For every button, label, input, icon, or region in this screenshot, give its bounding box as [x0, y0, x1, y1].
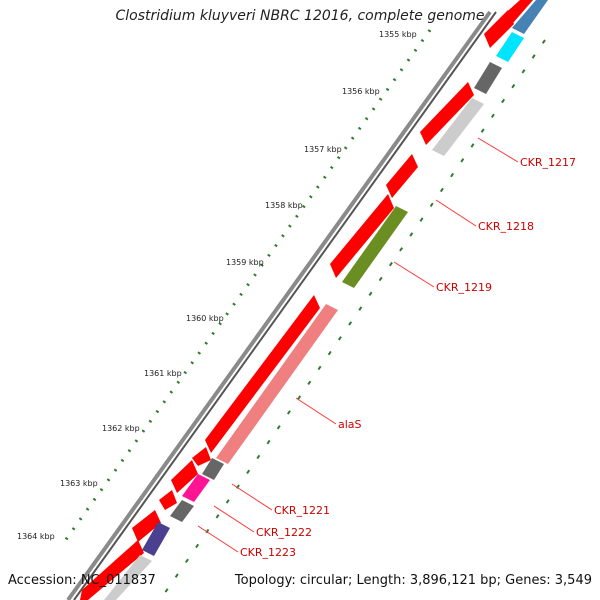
- gene-forward-11: [80, 540, 144, 600]
- gene-cyan: [496, 32, 524, 62]
- scale-label: 1364 kbp: [17, 532, 55, 541]
- gene-forward-6: [205, 295, 320, 453]
- gene-label-CKR_1222: CKR_1222: [256, 526, 312, 539]
- scale-label: 1359 kbp: [226, 258, 264, 267]
- scale-label: 1362 kbp: [102, 424, 140, 433]
- gene-steel: [512, 0, 548, 34]
- gene-forward-2: [484, 10, 514, 48]
- scale-label: 1355 kbp: [379, 30, 417, 39]
- scale-label: 1363 kbp: [60, 479, 98, 488]
- gene-forward-7: [192, 447, 211, 466]
- gene-navy: [142, 522, 170, 556]
- gene-label-alaS: alaS: [338, 418, 362, 431]
- scale-label: 1357 kbp: [304, 145, 342, 154]
- gene-darkgray-1: [474, 62, 502, 94]
- scale-label: 1356 kbp: [342, 87, 380, 96]
- leader-CKR_1218: [435, 199, 477, 227]
- gene-forward-10: [132, 510, 161, 542]
- gene-alaS: [216, 304, 338, 464]
- gene-forward-3: [420, 82, 474, 145]
- gene-label-CKR_1218: CKR_1218: [478, 220, 534, 233]
- gene-forward-4: [386, 154, 418, 198]
- leader-alaS: [295, 397, 337, 425]
- accession-text: Accession: NC_011837: [8, 573, 156, 588]
- gene-label-CKR_1217: CKR_1217: [520, 156, 576, 169]
- scale-label: 1361 kbp: [144, 369, 182, 378]
- forward-genes: [80, 0, 533, 600]
- genome-summary-text: Topology: circular; Length: 3,896,121 bp…: [234, 573, 592, 588]
- gene-gray-2: [104, 555, 152, 600]
- gene-labels: CKR_1217 CKR_1218 CKR_1219 alaS CKR_1221…: [240, 156, 576, 559]
- scale-label: 1360 kbp: [186, 314, 224, 323]
- gene-olive: [342, 206, 408, 288]
- leader-CKR_1221: [231, 483, 273, 511]
- gene-forward-9: [159, 490, 177, 510]
- scale-label: 1358 kbp: [265, 201, 303, 210]
- reverse-genes: [104, 0, 548, 600]
- gene-forward-5: [330, 194, 394, 278]
- gene-darkgray-2: [202, 458, 224, 480]
- gene-forward-8: [171, 460, 198, 493]
- leader-CKR_1223: [197, 525, 239, 553]
- label-leaders: [197, 137, 519, 553]
- gene-label-CKR_1223: CKR_1223: [240, 546, 296, 559]
- map-title: Clostridium kluyveri NBRC 12016, complet…: [115, 8, 485, 24]
- leader-CKR_1222: [213, 505, 255, 533]
- backbone-outer: [66, 10, 492, 600]
- leader-CKR_1217: [477, 137, 519, 163]
- gene-magenta: [182, 474, 210, 502]
- gene-darkgray-3: [170, 500, 194, 522]
- gene-gray-1: [432, 98, 484, 156]
- gene-label-CKR_1221: CKR_1221: [274, 504, 330, 517]
- backbone-inner: [73, 11, 497, 600]
- scale-track: [60, 29, 432, 546]
- scale-labels: 1355 kbp 1356 kbp 1357 kbp 1358 kbp 1359 kbp…: [17, 30, 417, 541]
- leader-CKR_1219: [393, 261, 435, 288]
- gene-label-CKR_1219: CKR_1219: [436, 281, 492, 294]
